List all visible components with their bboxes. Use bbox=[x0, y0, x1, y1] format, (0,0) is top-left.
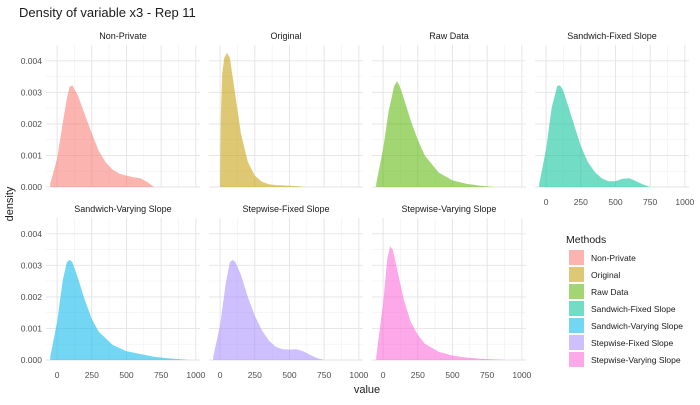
x-tick-label: 0 bbox=[544, 197, 549, 207]
density-area-original bbox=[220, 52, 307, 188]
legend-key-stepwise-varying-slope bbox=[569, 352, 584, 367]
legend-key-sandwich-fixed-slope bbox=[569, 301, 584, 316]
x-tick-label: 1000 bbox=[349, 370, 368, 380]
facet-label-stepwise-varying-slope: Stepwise-Varying Slope bbox=[402, 204, 497, 214]
y-tick-label: 0.002 bbox=[21, 119, 43, 129]
density-area-sandwich-varying-slope bbox=[50, 259, 189, 360]
y-tick-label: 0.002 bbox=[21, 292, 43, 302]
x-tick-label: 500 bbox=[282, 370, 296, 380]
y-tick-label: 0.004 bbox=[21, 229, 43, 239]
x-tick-label: 750 bbox=[317, 370, 331, 380]
legend-label-raw-data: Raw Data bbox=[591, 287, 629, 297]
y-axis-title: density bbox=[4, 186, 16, 221]
facet-label-sandwich-varying-slope: Sandwich-Varying Slope bbox=[74, 204, 171, 214]
x-tick-label: 1000 bbox=[675, 197, 694, 207]
legend-label-stepwise-fixed-slope: Stepwise-Fixed Slope bbox=[591, 338, 673, 348]
facet-label-non-private: Non-Private bbox=[99, 31, 147, 41]
facet-label-sandwich-fixed-slope: Sandwich-Fixed Slope bbox=[567, 31, 657, 41]
legend-label-non-private: Non-Private bbox=[591, 253, 636, 263]
x-tick-label: 250 bbox=[85, 370, 99, 380]
x-tick-label: 500 bbox=[445, 370, 459, 380]
x-tick-label: 750 bbox=[480, 370, 494, 380]
y-tick-label: 0.004 bbox=[21, 56, 43, 66]
y-tick-label: 0.000 bbox=[21, 355, 43, 365]
legend-key-non-private bbox=[569, 250, 584, 265]
chart-title: Density of variable x3 - Rep 11 bbox=[19, 5, 196, 20]
legend-key-raw-data bbox=[569, 284, 584, 299]
legend-key-original bbox=[569, 267, 584, 282]
y-tick-label: 0.000 bbox=[21, 182, 43, 192]
x-tick-label: 0 bbox=[55, 370, 60, 380]
density-area-non-private bbox=[50, 85, 155, 187]
x-tick-label: 250 bbox=[411, 370, 425, 380]
legend-label-original: Original bbox=[591, 270, 620, 280]
x-tick-label: 0 bbox=[218, 370, 223, 380]
facet-label-raw-data: Raw Data bbox=[429, 31, 469, 41]
density-area-stepwise-varying-slope bbox=[376, 246, 508, 360]
y-tick-label: 0.003 bbox=[21, 87, 43, 97]
density-area-sandwich-fixed-slope bbox=[539, 85, 651, 187]
x-tick-label: 250 bbox=[574, 197, 588, 207]
legend-label-sandwich-varying-slope: Sandwich-Varying Slope bbox=[591, 321, 683, 331]
x-tick-label: 250 bbox=[248, 370, 262, 380]
legend-title: Methods bbox=[566, 234, 606, 246]
legend-label-sandwich-fixed-slope: Sandwich-Fixed Slope bbox=[591, 304, 676, 314]
x-tick-label: 0 bbox=[381, 370, 386, 380]
x-tick-label: 1000 bbox=[186, 370, 205, 380]
x-tick-label: 750 bbox=[154, 370, 168, 380]
legend-key-stepwise-fixed-slope bbox=[569, 335, 584, 350]
facet-label-stepwise-fixed-slope: Stepwise-Fixed Slope bbox=[242, 204, 329, 214]
y-tick-label: 0.001 bbox=[21, 150, 43, 160]
y-tick-label: 0.003 bbox=[21, 260, 43, 270]
density-area-raw-data bbox=[376, 81, 495, 187]
x-tick-label: 500 bbox=[119, 370, 133, 380]
legend-key-sandwich-varying-slope bbox=[569, 318, 584, 333]
density-area-stepwise-fixed-slope bbox=[213, 259, 325, 360]
x-axis-title: value bbox=[354, 384, 380, 396]
facet-label-original: Original bbox=[270, 31, 301, 41]
legend-label-stepwise-varying-slope: Stepwise-Varying Slope bbox=[591, 355, 681, 365]
y-tick-label: 0.001 bbox=[21, 323, 43, 333]
x-tick-label: 1000 bbox=[512, 370, 531, 380]
x-tick-label: 500 bbox=[608, 197, 622, 207]
x-tick-label: 750 bbox=[643, 197, 657, 207]
